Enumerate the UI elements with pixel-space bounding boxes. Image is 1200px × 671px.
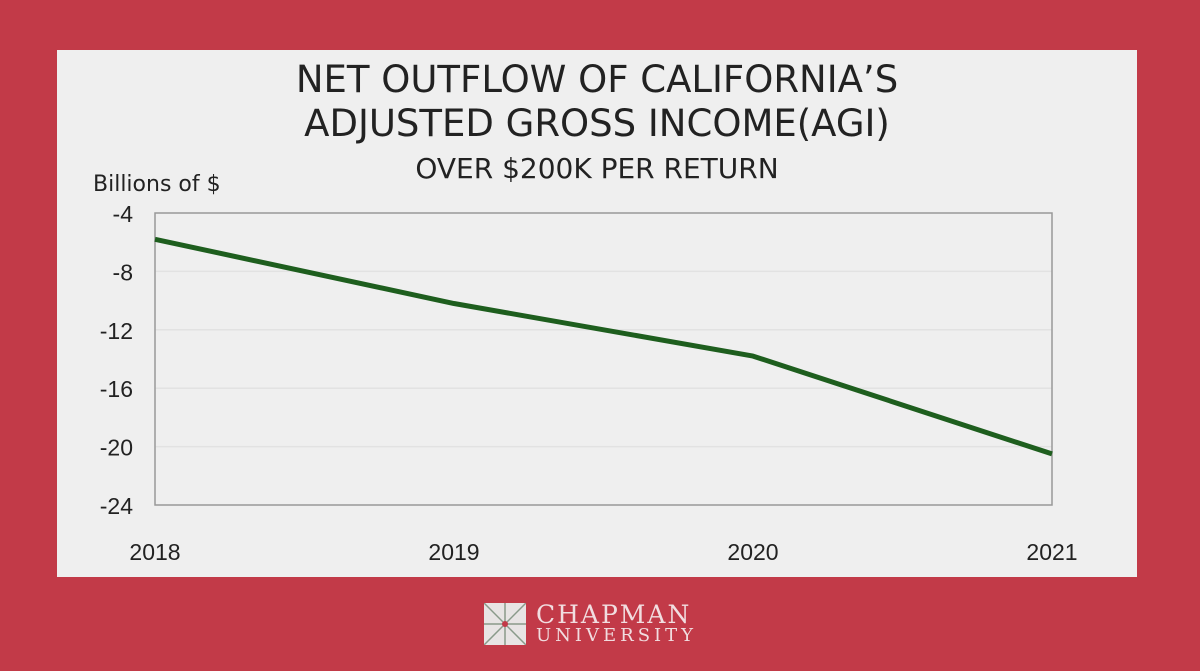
y-axis-label: Billions of $ <box>93 172 221 197</box>
y-tick-label: -16 <box>100 376 133 402</box>
x-tick-label: 2018 <box>129 539 180 565</box>
x-tick-label: 2019 <box>428 539 479 565</box>
line-chart: -4 -8 -12 -16 -20 -24 2018 2019 2020 2021 <box>100 201 1078 565</box>
logo-line1: CHAPMAN <box>536 600 692 629</box>
chart-subtitle: OVER $200K PER RETURN <box>415 152 779 185</box>
chapman-logo-icon <box>484 602 526 645</box>
chart-title-line1: NET OUTFLOW OF CALIFORNIA’S <box>295 58 899 101</box>
y-tick-label: -24 <box>100 493 133 519</box>
y-tick-label: -20 <box>100 435 133 461</box>
chapman-university-logo: CHAPMAN UNIVERSITY <box>484 602 697 645</box>
x-tick-label: 2021 <box>1026 539 1077 565</box>
plot-area <box>154 212 1053 506</box>
x-tick-label: 2020 <box>727 539 778 565</box>
series-line <box>154 236 1053 457</box>
chart-panel: NET OUTFLOW OF CALIFORNIA’S ADJUSTED GRO… <box>57 50 1137 577</box>
y-tick-label: -8 <box>113 259 133 285</box>
chart-title-line2: ADJUSTED GROSS INCOME(AGI) <box>304 102 890 145</box>
logo-line2: UNIVERSITY <box>536 625 698 646</box>
y-tick-label: -4 <box>113 201 134 227</box>
y-tick-label: -12 <box>100 318 133 344</box>
